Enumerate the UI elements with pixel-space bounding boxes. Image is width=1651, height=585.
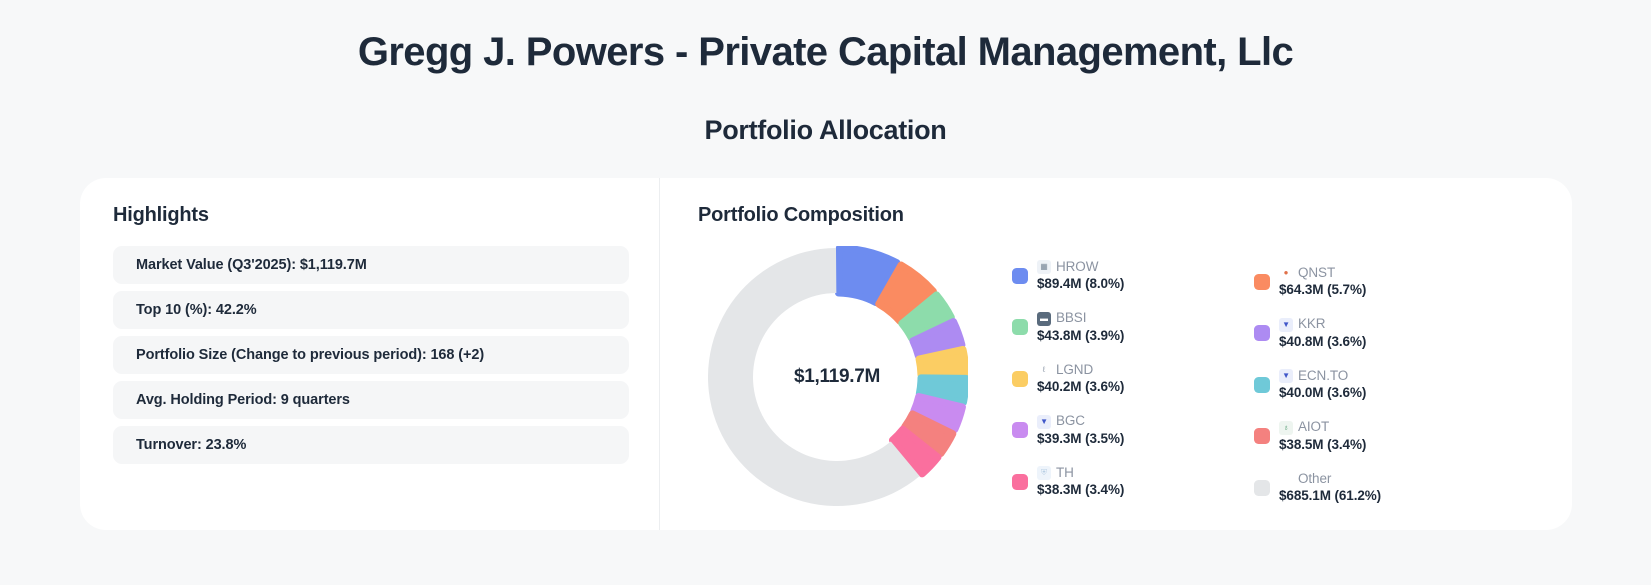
legend-value-label: $685.1M (61.2%) [1279, 488, 1382, 504]
legend-color-swatch [1254, 376, 1270, 393]
legend-ticker-row: ▼ KKR [1279, 316, 1366, 332]
legend-ticker-label: KKR [1298, 316, 1326, 332]
other-placeholder-icon [1279, 472, 1293, 486]
highlight-row: Turnover: 23.8% [113, 426, 629, 464]
highlights-list: Market Value (Q3'2025): $1,119.7M Top 10… [113, 246, 629, 464]
page-subtitle: Portfolio Allocation [704, 115, 947, 145]
legend-text: ▼ ECN.TO $40.0M (3.6%) [1279, 368, 1366, 402]
legend-text: ● QNST $64.3M (5.7%) [1279, 265, 1366, 299]
legend-color-swatch [1012, 370, 1028, 387]
legend-ticker-row: ♁ AIOT [1279, 419, 1366, 435]
legend-column-2: ● QNST $64.3M (5.7%) ▼ KKR $40.8M (3.6%) ▼ ECN.… [1254, 250, 1496, 514]
composition-heading: Portfolio Composition [698, 204, 904, 226]
legend-color-swatch [1012, 422, 1028, 439]
legend-value-label: $40.2M (3.6%) [1037, 379, 1125, 395]
legend-item[interactable]: Other $685.1M (61.2%) [1254, 462, 1496, 514]
donut-chart: $1,119.7M [706, 246, 968, 508]
legend-value-label: $38.5M (3.4%) [1279, 436, 1367, 452]
legend-text: ▦ HROW $89.4M (8.0%) [1037, 259, 1124, 293]
legend-item[interactable]: ▼ ECN.TO $40.0M (3.6%) [1254, 359, 1496, 411]
legend-color-swatch [1012, 267, 1028, 284]
legend-item[interactable]: ▬ BBSI $43.8M (3.9%) [1012, 302, 1254, 354]
legend-color-swatch [1254, 273, 1270, 290]
chart-legend: ▦ HROW $89.4M (8.0%) ▬ BBSI $43.8M (3.9%) ℓ LGN… [1012, 250, 1496, 514]
ecn-logo-icon: ▼ [1279, 369, 1293, 384]
legend-item[interactable]: ℓ LGND $40.2M (3.6%) [1012, 353, 1254, 405]
legend-ticker-label: BBSI [1056, 310, 1087, 326]
legend-color-swatch [1254, 428, 1270, 445]
highlight-row: Market Value (Q3'2025): $1,119.7M [113, 246, 629, 284]
hrow-logo-icon: ▦ [1037, 260, 1051, 275]
legend-text: ♁ AIOT $38.5M (3.4%) [1279, 419, 1366, 453]
legend-text: ℓ LGND $40.2M (3.6%) [1037, 362, 1124, 396]
donut-slice-qnst[interactable] [875, 261, 937, 325]
legend-ticker-row: ▼ ECN.TO [1279, 368, 1366, 384]
composition-panel: Portfolio Composition $1,119.7M ▦ HROW $89… [660, 178, 1572, 530]
legend-item[interactable]: ⛨ TH $38.3M (3.4%) [1012, 456, 1254, 508]
legend-value-label: $38.3M (3.4%) [1037, 482, 1125, 498]
legend-ticker-row: ▬ BBSI [1037, 310, 1124, 326]
legend-color-swatch [1254, 325, 1270, 342]
aiot-logo-icon: ♁ [1279, 420, 1293, 435]
legend-ticker-row: ℓ LGND [1037, 362, 1124, 378]
legend-text: ▼ KKR $40.8M (3.6%) [1279, 316, 1366, 350]
legend-text: ▬ BBSI $43.8M (3.9%) [1037, 310, 1124, 344]
legend-text: ▼ BGC $39.3M (3.5%) [1037, 413, 1124, 447]
donut-slice-hrow[interactable] [835, 246, 901, 307]
lgnd-logo-icon: ℓ [1037, 363, 1051, 378]
legend-ticker-label: HROW [1056, 258, 1099, 274]
legend-item[interactable]: ▼ KKR $40.8M (3.6%) [1254, 308, 1496, 360]
legend-color-swatch [1012, 319, 1028, 336]
legend-color-swatch [1012, 473, 1028, 490]
legend-text: ⛨ TH $38.3M (3.4%) [1037, 465, 1124, 499]
legend-item[interactable]: ▼ BGC $39.3M (3.5%) [1012, 405, 1254, 457]
legend-value-label: $64.3M (5.7%) [1279, 282, 1367, 298]
legend-ticker-row: ● QNST [1279, 265, 1366, 281]
chart-area: $1,119.7M ▦ HROW $89.4M (8.0%) ▬ BBSI $43.8M … [698, 246, 1572, 514]
legend-ticker-row: ▼ BGC [1037, 413, 1124, 429]
page-title: Gregg J. Powers - Private Capital Manage… [357, 30, 1294, 74]
legend-item[interactable]: ♁ AIOT $38.5M (3.4%) [1254, 411, 1496, 463]
highlight-row: Portfolio Size (Change to previous perio… [113, 336, 629, 374]
legend-item[interactable]: ● QNST $64.3M (5.7%) [1254, 256, 1496, 308]
legend-value-label: $43.8M (3.9%) [1037, 327, 1125, 343]
bgc-logo-icon: ▼ [1037, 414, 1051, 429]
kkr-logo-icon: ▼ [1279, 317, 1293, 332]
legend-column-1: ▦ HROW $89.4M (8.0%) ▬ BBSI $43.8M (3.9%) ℓ LGN… [1012, 250, 1254, 514]
legend-ticker-row: ▦ HROW [1037, 259, 1124, 275]
legend-value-label: $89.4M (8.0%) [1037, 276, 1125, 292]
legend-ticker-label: LGND [1056, 361, 1094, 377]
highlight-row: Avg. Holding Period: 9 quarters [113, 381, 629, 419]
highlights-panel: Highlights Market Value (Q3'2025): $1,11… [80, 178, 660, 530]
donut-center-total: $1,119.7M [793, 366, 881, 387]
donut-slice-other[interactable] [708, 248, 920, 507]
legend-ticker-label: AIOT [1298, 419, 1330, 435]
legend-value-label: $39.3M (3.5%) [1037, 430, 1125, 446]
qnst-logo-icon: ● [1279, 266, 1293, 281]
donut-svg [708, 246, 968, 507]
legend-text: Other $685.1M (61.2%) [1279, 471, 1381, 505]
bbsi-logo-icon: ▬ [1037, 311, 1051, 326]
main-card: Highlights Market Value (Q3'2025): $1,11… [80, 178, 1572, 530]
legend-ticker-row: ⛨ TH [1037, 465, 1124, 481]
legend-ticker-label: BGC [1056, 413, 1085, 429]
legend-value-label: $40.0M (3.6%) [1279, 385, 1367, 401]
legend-color-swatch [1254, 479, 1270, 496]
legend-item[interactable]: ▦ HROW $89.4M (8.0%) [1012, 250, 1254, 302]
highlight-row: Top 10 (%): 42.2% [113, 291, 629, 329]
legend-ticker-label: QNST [1298, 264, 1336, 280]
legend-ticker-label: ECN.TO [1298, 367, 1349, 383]
donut-slice-th[interactable] [888, 425, 942, 478]
highlights-heading: Highlights [113, 204, 209, 226]
legend-ticker-label: Other [1298, 470, 1332, 486]
th-logo-icon: ⛨ [1037, 466, 1051, 481]
legend-ticker-label: TH [1056, 464, 1074, 480]
legend-ticker-row: Other [1279, 471, 1381, 487]
legend-value-label: $40.8M (3.6%) [1279, 333, 1367, 349]
